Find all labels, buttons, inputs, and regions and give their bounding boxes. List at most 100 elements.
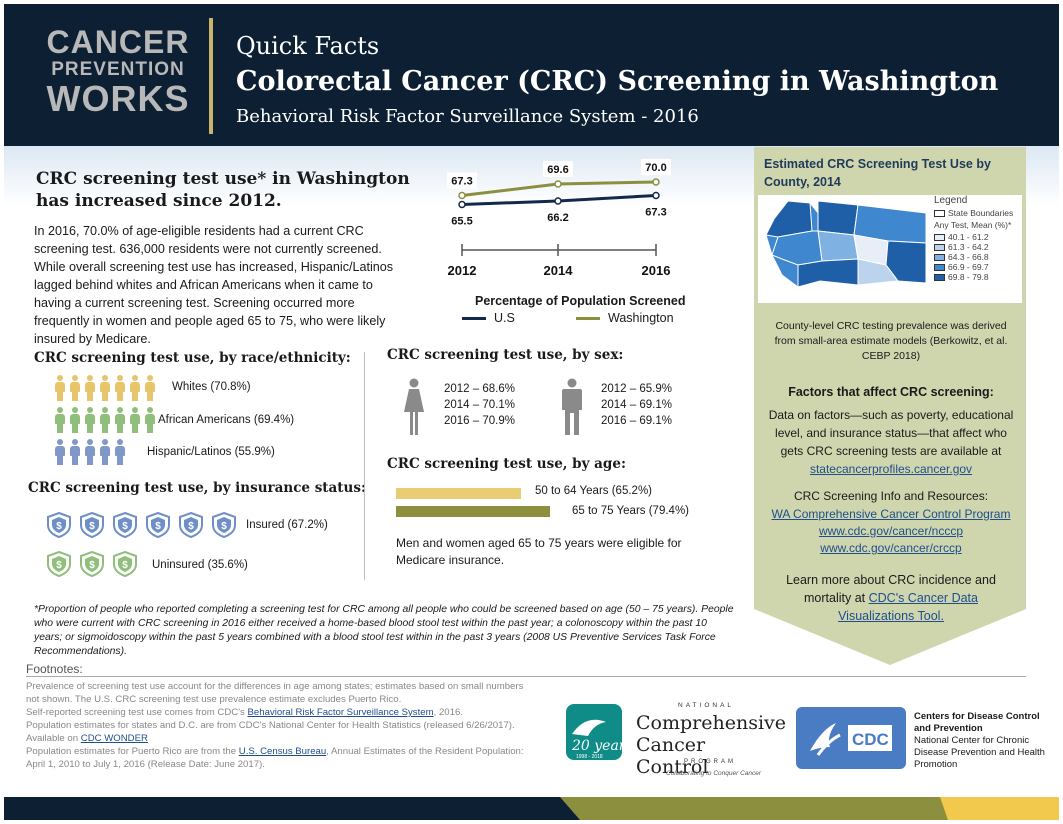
legend-item-3: 66.9 - 69.7 (934, 262, 1022, 272)
svg-text:$: $ (89, 560, 95, 571)
column-divider (364, 352, 365, 580)
logo-line-1: CANCER (46, 24, 190, 60)
crccp-link[interactable]: www.cdc.gov/cancer/crccp (820, 541, 962, 555)
whites-label: Whites (70.8%) (172, 381, 251, 393)
x-tick-label-2016: 2016 (642, 263, 671, 278)
person-icon (54, 439, 65, 465)
ncccp-name-2: Cancer Control (636, 734, 709, 778)
county-map: Legend State Boundaries Any Test, Mean (… (758, 195, 1022, 303)
person-icon (99, 439, 110, 465)
trend-chart-svg: 2012 2014 2016 65.5 66.2 67.3 67.3 69.6 70.0 (447, 159, 671, 278)
sex-section-title: CRC screening test use, by sex: (387, 347, 624, 363)
series-0-label-bg-2 (641, 203, 671, 220)
cdc-wonder-link[interactable]: CDC WONDER (80, 733, 148, 744)
cancer-prevention-works-logo: CANCER PREVENTION WORKS (38, 26, 198, 117)
footnote-2-post: , 2016. (433, 707, 463, 718)
series-0-point-0 (458, 200, 466, 209)
male-stats: 2012 – 65.9% 2014 – 69.1% 2016 – 69.1% (601, 381, 672, 429)
person-icon (54, 375, 65, 401)
series-1-point-1 (554, 180, 562, 188)
footnotes-title: Footnotes: (26, 662, 83, 676)
legend-range: 66.9 - 69.7 (948, 262, 989, 272)
footnotes-body: Prevalence of screening test use account… (26, 680, 536, 771)
logo-line-3: WORKS (46, 78, 190, 119)
legend-boundaries: State Boundaries (934, 208, 1022, 218)
svg-text:$: $ (89, 521, 95, 532)
age-65-75-bar (396, 506, 550, 517)
shield-dollar-icon: $ (47, 550, 71, 578)
boundary-swatch (934, 209, 945, 217)
wa-ccc-program-link[interactable]: WA Comprehensive Cancer Control Program (771, 507, 1011, 521)
series-0-label-2: 67.3 (641, 203, 671, 220)
male-2012: 2012 – 65.9% (601, 383, 672, 395)
series-0-point-1 (554, 197, 562, 205)
cdc-name: Centers for Disease Control and Preventi… (914, 711, 1040, 734)
female-2016: 2016 – 70.9% (444, 415, 515, 427)
series-0-label-0: 65.5 (447, 212, 477, 229)
series-1-label-text-2: 70.0 (645, 162, 666, 174)
legend-us-swatch (462, 316, 486, 320)
legend-item-0: 40.1 - 61.2 (934, 232, 1022, 242)
whites-icon-row (54, 375, 155, 401)
person-icon (99, 407, 110, 433)
series-1-label-1: 69.6 (543, 161, 573, 177)
resource-links: WA Comprehensive Cancer Control Program … (766, 506, 1016, 557)
age-65-75-label: 65 to 75 Years (79.4%) (572, 505, 689, 517)
census-bureau-link[interactable]: U.S. Census Bureau (238, 746, 327, 757)
hispanic-latinos-label: Hispanic/Latinos (55.9%) (147, 446, 275, 458)
header-divider (209, 18, 213, 134)
legend-washington: Washington (576, 311, 674, 325)
person-icon (114, 439, 125, 465)
age-section-title: CRC screening test use, by age: (387, 456, 626, 472)
footnotes-rule (26, 676, 1026, 677)
legend-washington-label: Washington (608, 311, 674, 325)
footnote-2: Self-reported screening test use comes f… (26, 706, 536, 719)
series-1-label-text-1: 69.6 (547, 164, 568, 176)
legend-metric: Any Test, Mean (%)* (934, 220, 1012, 230)
state-cancer-profiles-link[interactable]: statecancerprofiles.cancer.gov (809, 462, 973, 476)
series-1-point-2 (652, 178, 660, 186)
footnote-4-post: , Annual Estimates of the Resident Popul… (26, 746, 524, 770)
series-0-label-bg-0 (447, 212, 477, 229)
map-title: Estimated CRC Screening Test Use by Coun… (764, 157, 991, 189)
insured-icon-row: $ $ $ $ $ $ (47, 511, 236, 539)
map-legend: Legend State Boundaries Any Test, Mean (… (934, 195, 1022, 282)
series-1-label-2: 70.0 (641, 159, 671, 175)
learn-more-text: Learn more about CRC incidence and morta… (786, 573, 996, 605)
person-icon (84, 375, 95, 401)
shield-dollar-icon: $ (80, 511, 104, 539)
african-americans-label: African Americans (69.4%) (158, 414, 295, 426)
person-icon (129, 375, 140, 401)
factors-text: Data on factors—such as poverty, educati… (766, 406, 1016, 478)
legend-item-1: 61.3 - 64.2 (934, 242, 1022, 252)
ncccp-logo: 20 years 1998 - 2018 NATIONAL Comprehens… (566, 702, 786, 782)
factors-body: Data on factors—such as poverty, educati… (768, 408, 1014, 458)
uninsured-label: Uninsured (35.6%) (152, 559, 248, 571)
insured-label: Insured (67.2%) (246, 519, 328, 531)
footnote-3: Population estimates for states and D.C.… (26, 719, 536, 745)
svg-text:$: $ (122, 560, 128, 571)
person-icon (54, 407, 65, 433)
cancer-data-viz-link[interactable]: CDC's Cancer Data Visualizations Tool. (838, 591, 978, 623)
legend-items: 40.1 - 61.2 61.3 - 64.2 64.3 - 66.8 66.9 - … (934, 232, 1022, 282)
person-icon (69, 407, 80, 433)
ncccp-years-text: 20 years (571, 738, 626, 754)
ncccp-tagline: Collaborating to Conquer Cancer (666, 770, 762, 777)
resources-title: CRC Screening Info and Resources: (793, 489, 989, 503)
ncccp-link[interactable]: www.cdc.gov/cancer/ncccp (818, 524, 964, 538)
legend-washington-swatch (576, 316, 600, 320)
footer-accent (560, 797, 1059, 820)
legend-title: Legend (934, 195, 968, 206)
brfss-link[interactable]: Behavioral Risk Factor Surveillance Syst… (247, 707, 434, 718)
legend-swatch (934, 253, 945, 261)
ncccp-name-1: Comprehensive (636, 712, 787, 734)
male-2016: 2016 – 69.1% (601, 415, 672, 427)
washington-county-map (765, 200, 927, 288)
person-icon (144, 375, 155, 401)
shield-dollar-icon: $ (113, 511, 137, 539)
ncccp-20-years-emblem: 20 years 1998 - 2018 (566, 704, 626, 760)
learn-more: Learn more about CRC incidence and morta… (766, 571, 1016, 625)
lead-paragraph: In 2016, 70.0% of age-eligible residents… (34, 224, 394, 346)
cdc-mark-text: CDC (852, 730, 889, 749)
page-title: Colorectal Cancer (CRC) Screening in Was… (236, 66, 999, 97)
